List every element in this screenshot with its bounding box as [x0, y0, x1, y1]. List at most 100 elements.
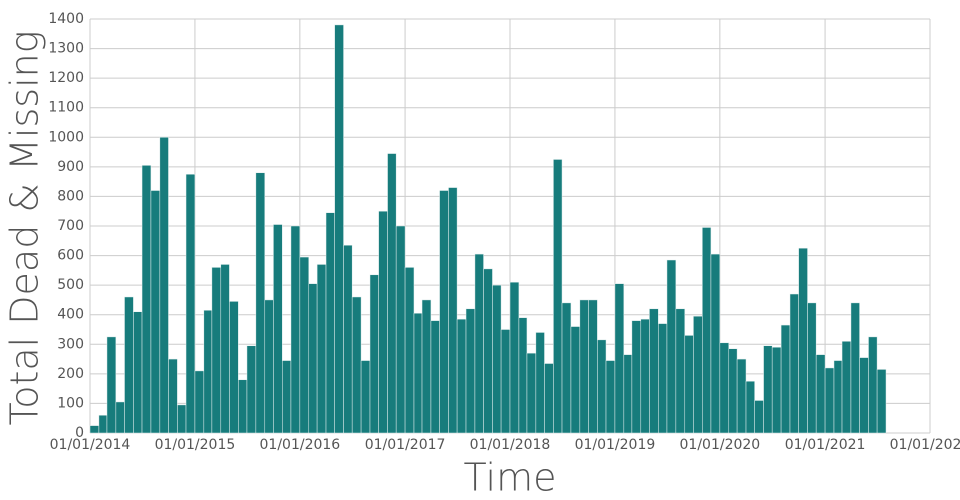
bar — [229, 301, 239, 434]
bar — [395, 225, 406, 434]
y-tick-label: 600 — [57, 248, 84, 264]
bar — [623, 354, 633, 434]
bar — [754, 400, 764, 434]
x-tick-label: 01/01/2017 — [365, 437, 446, 453]
x-tick-label: 01/01/2022 — [890, 437, 960, 453]
y-tick-label: 1200 — [48, 70, 84, 86]
bar — [728, 348, 738, 434]
y-tick-label: 400 — [57, 307, 84, 323]
bar — [780, 324, 791, 434]
bar — [334, 24, 344, 434]
bar — [605, 360, 616, 434]
bar — [824, 367, 835, 434]
y-tick-label: 500 — [57, 277, 84, 293]
bar — [273, 224, 283, 434]
y-tick-label: 900 — [57, 159, 84, 175]
bar — [106, 336, 117, 434]
bar — [325, 212, 335, 434]
bar — [833, 360, 843, 434]
bar — [220, 264, 230, 434]
bar — [89, 425, 100, 434]
bar — [631, 320, 642, 434]
x-tick-label: 01/01/2019 — [575, 437, 656, 453]
bar — [702, 227, 712, 434]
y-tick-label: 1100 — [48, 100, 84, 116]
bar — [378, 210, 388, 434]
bar — [211, 267, 222, 434]
bar — [115, 401, 125, 434]
y-axis-title: Total Dead & Missing — [3, 30, 47, 425]
x-tick-label: 01/01/2021 — [785, 437, 866, 453]
bar — [798, 247, 808, 434]
bar — [98, 415, 108, 434]
y-tick-label: 0 — [75, 425, 84, 441]
bar — [745, 381, 755, 434]
bar — [500, 329, 511, 434]
x-tick-label: 01/01/2015 — [155, 437, 236, 453]
bar — [789, 293, 799, 434]
bar — [597, 339, 607, 434]
bar — [150, 190, 161, 434]
x-tick-label: 01/01/2016 — [260, 437, 341, 453]
x-tick-label: 01/01/2014 — [50, 437, 131, 453]
y-tick-label: 1400 — [48, 11, 84, 27]
bar — [308, 283, 318, 434]
bar — [316, 264, 327, 434]
bar — [387, 153, 397, 434]
bar — [465, 308, 476, 434]
bar — [658, 323, 668, 434]
x-tick-label: 01/01/2018 — [470, 437, 551, 453]
y-tick-label: 100 — [57, 395, 84, 411]
bar — [474, 253, 484, 434]
bar — [299, 256, 310, 434]
bar — [526, 352, 537, 434]
bar — [448, 187, 458, 434]
bar — [675, 308, 686, 434]
bar — [736, 358, 747, 434]
bar — [430, 320, 440, 434]
bar — [351, 296, 362, 434]
bar — [404, 267, 415, 434]
bar — [859, 357, 869, 434]
bar — [194, 370, 205, 434]
x-axis-title: Time — [464, 456, 557, 500]
y-tick-label: 800 — [57, 188, 84, 204]
bar — [255, 172, 266, 434]
x-tick-label: 01/01/2020 — [680, 437, 761, 453]
bar — [439, 190, 449, 434]
bar — [719, 342, 730, 434]
bar — [124, 296, 134, 434]
bar — [710, 253, 721, 434]
bar — [807, 302, 817, 434]
bar — [264, 299, 274, 434]
bar — [561, 302, 572, 434]
bar — [649, 308, 659, 434]
bar — [850, 302, 860, 434]
bar — [483, 268, 493, 434]
bar — [570, 326, 581, 434]
bar — [614, 283, 625, 434]
bar — [133, 311, 143, 434]
bar — [763, 345, 773, 434]
bar — [168, 358, 178, 434]
bar — [290, 225, 301, 434]
bar — [666, 259, 677, 434]
bar — [177, 404, 187, 434]
bar — [815, 354, 826, 434]
bar — [141, 165, 152, 434]
y-tick-label: 300 — [57, 336, 84, 352]
bar — [282, 360, 292, 434]
bar — [509, 281, 520, 434]
bar — [640, 318, 650, 434]
bar — [684, 335, 694, 434]
y-tick-label: 200 — [57, 366, 84, 382]
bar — [185, 174, 196, 434]
bar — [876, 369, 887, 434]
bar — [841, 341, 852, 434]
bar — [588, 299, 598, 434]
bar — [413, 312, 423, 434]
bar — [535, 332, 545, 434]
bar — [456, 318, 467, 434]
bar — [238, 379, 248, 434]
